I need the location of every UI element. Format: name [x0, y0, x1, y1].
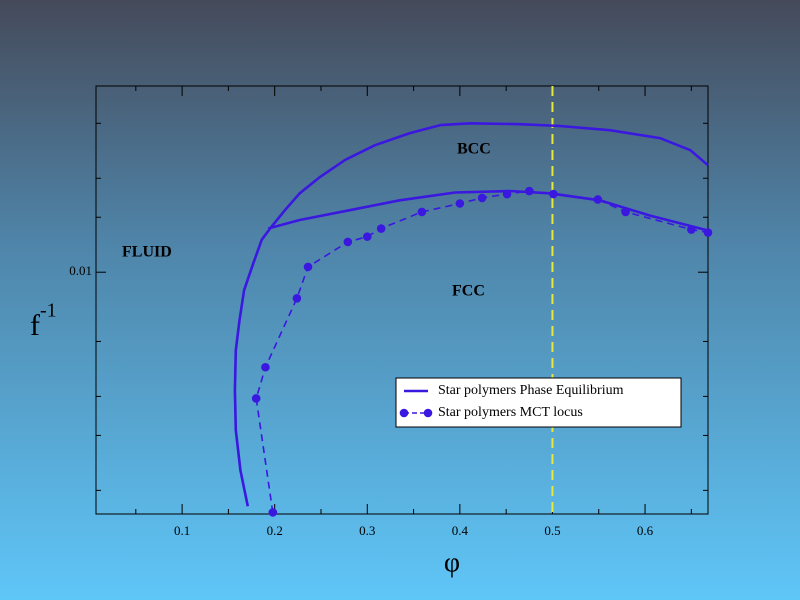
- y-axis-label-superscript: -1: [40, 300, 57, 322]
- legend-marker: [399, 408, 409, 418]
- legend-marker: [423, 408, 433, 418]
- region-label: FCC: [452, 283, 485, 300]
- data-point: [343, 237, 353, 247]
- x-tick-label: 0.2: [267, 523, 283, 538]
- data-point: [703, 228, 713, 237]
- plot-frame: [95, 85, 709, 515]
- y-tick-label: 0.01: [69, 263, 92, 278]
- data-point: [261, 362, 270, 372]
- data-point: [376, 224, 386, 233]
- x-tick-label: 0.5: [544, 523, 560, 538]
- data-point: [251, 394, 261, 403]
- data-point: [687, 225, 696, 234]
- data-point: [292, 293, 302, 303]
- data-point: [502, 189, 512, 199]
- x-tick-label: 0.4: [452, 523, 469, 538]
- data-point: [621, 207, 630, 217]
- legend-label: Star polymers MCT locus: [438, 405, 583, 420]
- data-point: [417, 207, 427, 217]
- legend-box: [395, 377, 682, 428]
- region-label: BCC: [457, 141, 491, 158]
- data-point: [525, 186, 534, 196]
- series-line: [255, 190, 709, 513]
- data-point: [455, 199, 465, 208]
- data-point: [477, 193, 487, 203]
- x-axis-label: φ: [444, 547, 460, 578]
- y-axis-label: f: [30, 309, 40, 342]
- x-tick-label: 0.3: [359, 523, 375, 538]
- data-point: [268, 508, 278, 517]
- data-point: [549, 189, 558, 199]
- legend-label: Star polymers Phase Equilibrium: [438, 383, 624, 398]
- x-tick-label: 0.1: [174, 523, 190, 538]
- region-label: FLUID: [122, 244, 172, 261]
- data-point: [303, 262, 313, 272]
- data-point: [593, 195, 603, 204]
- data-point: [362, 232, 372, 241]
- x-tick-label: 0.6: [637, 523, 654, 538]
